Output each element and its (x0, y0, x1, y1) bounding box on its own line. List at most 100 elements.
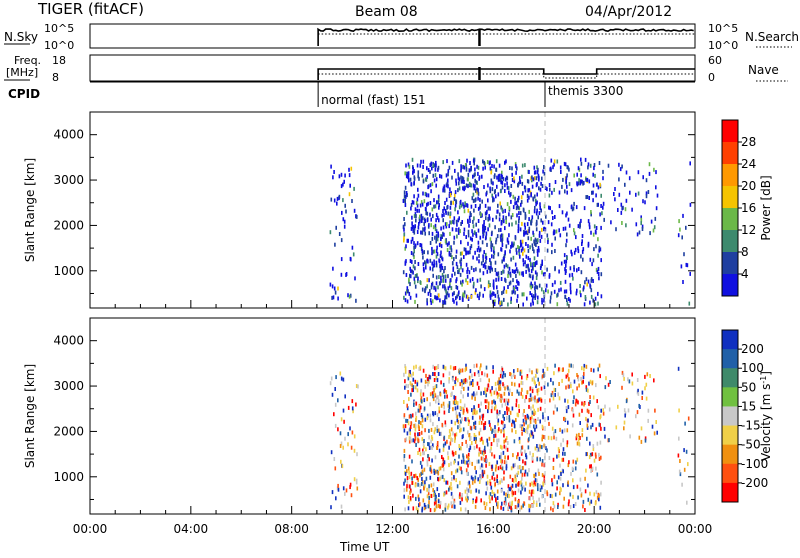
range-cell (332, 266, 334, 271)
range-cell (429, 418, 432, 423)
range-cell (413, 276, 416, 281)
range-cell (490, 178, 493, 183)
range-cell (344, 491, 346, 496)
range-cell (467, 456, 470, 460)
range-cell (343, 224, 346, 229)
range-cell (331, 490, 334, 495)
range-cell (513, 179, 516, 184)
range-cell (504, 401, 507, 406)
range-cell (484, 425, 486, 430)
range-cell (594, 452, 597, 457)
range-cell (515, 247, 518, 252)
range-cell (563, 289, 566, 294)
range-cell (565, 385, 567, 390)
range-cell (482, 413, 485, 418)
range-cell (355, 384, 358, 388)
range-cell (416, 476, 419, 481)
range-cell (487, 386, 490, 391)
range-cell (519, 371, 522, 376)
range-cell (467, 458, 470, 463)
range-cell (588, 222, 591, 227)
range-cell (448, 405, 451, 409)
range-cell (477, 477, 479, 482)
range-cell (419, 280, 422, 285)
range-cell (432, 488, 434, 493)
range-cell (412, 506, 415, 511)
range-cell (458, 186, 461, 191)
range-cell (450, 419, 453, 424)
range-cell (440, 475, 443, 480)
power-y-label: Slant Range [km] (23, 158, 37, 262)
range-cell (352, 409, 354, 414)
range-cell (436, 425, 439, 429)
range-cell (472, 219, 474, 224)
range-cell (435, 234, 438, 239)
range-cell (459, 229, 461, 234)
range-cell (488, 216, 491, 221)
range-cell (433, 263, 436, 268)
range-cell (552, 231, 555, 236)
range-cell (417, 408, 420, 413)
range-cell (478, 296, 480, 301)
range-cell (483, 372, 486, 377)
range-cell (556, 407, 558, 412)
range-cell (509, 474, 512, 479)
range-cell (461, 497, 463, 502)
range-cell (455, 376, 457, 381)
range-cell (460, 257, 463, 262)
range-cell (482, 271, 485, 276)
range-cell (467, 233, 470, 238)
range-cell (448, 463, 450, 468)
range-cell (434, 455, 437, 460)
range-cell (542, 169, 544, 174)
range-cell (532, 418, 535, 423)
range-cell (533, 376, 535, 381)
range-cell (682, 280, 684, 284)
range-cell (409, 266, 411, 271)
range-cell (506, 181, 508, 186)
range-cell (485, 216, 487, 221)
range-cell (525, 264, 528, 269)
range-cell (536, 192, 538, 197)
nsky-tick-bottom: 10^0 (44, 39, 74, 52)
range-cell (586, 452, 588, 456)
range-cell (475, 233, 478, 238)
range-cell (551, 242, 553, 247)
range-cell (518, 391, 520, 396)
range-cell (493, 302, 496, 306)
range-cell (531, 489, 533, 494)
range-cell (557, 502, 559, 507)
range-cell (411, 476, 413, 481)
range-cell (511, 419, 514, 424)
range-cell (482, 224, 484, 229)
range-cell (520, 248, 523, 253)
range-cell (526, 222, 529, 227)
range-cell (427, 201, 429, 206)
range-cell (514, 162, 517, 167)
range-cell (507, 441, 509, 445)
range-cell (467, 218, 469, 223)
range-cell (442, 364, 445, 369)
range-cell (591, 452, 594, 457)
range-cell (478, 480, 481, 484)
range-cell (486, 242, 488, 247)
range-cell (465, 294, 468, 299)
range-cell (497, 203, 499, 208)
range-cell (532, 452, 534, 457)
range-cell (497, 192, 500, 197)
range-cell (681, 235, 683, 240)
range-cell (405, 259, 407, 264)
colorbar-tick-label: 20 (741, 179, 756, 193)
range-cell (418, 216, 421, 221)
range-cell (500, 271, 503, 275)
range-cell (413, 365, 415, 370)
range-cell (449, 193, 452, 197)
range-cell (424, 428, 426, 433)
range-cell (434, 287, 437, 292)
range-cell (490, 409, 493, 414)
range-cell (485, 491, 487, 496)
range-cell (512, 243, 515, 248)
range-cell (436, 252, 439, 257)
range-cell (571, 272, 574, 277)
range-cell (414, 385, 417, 390)
